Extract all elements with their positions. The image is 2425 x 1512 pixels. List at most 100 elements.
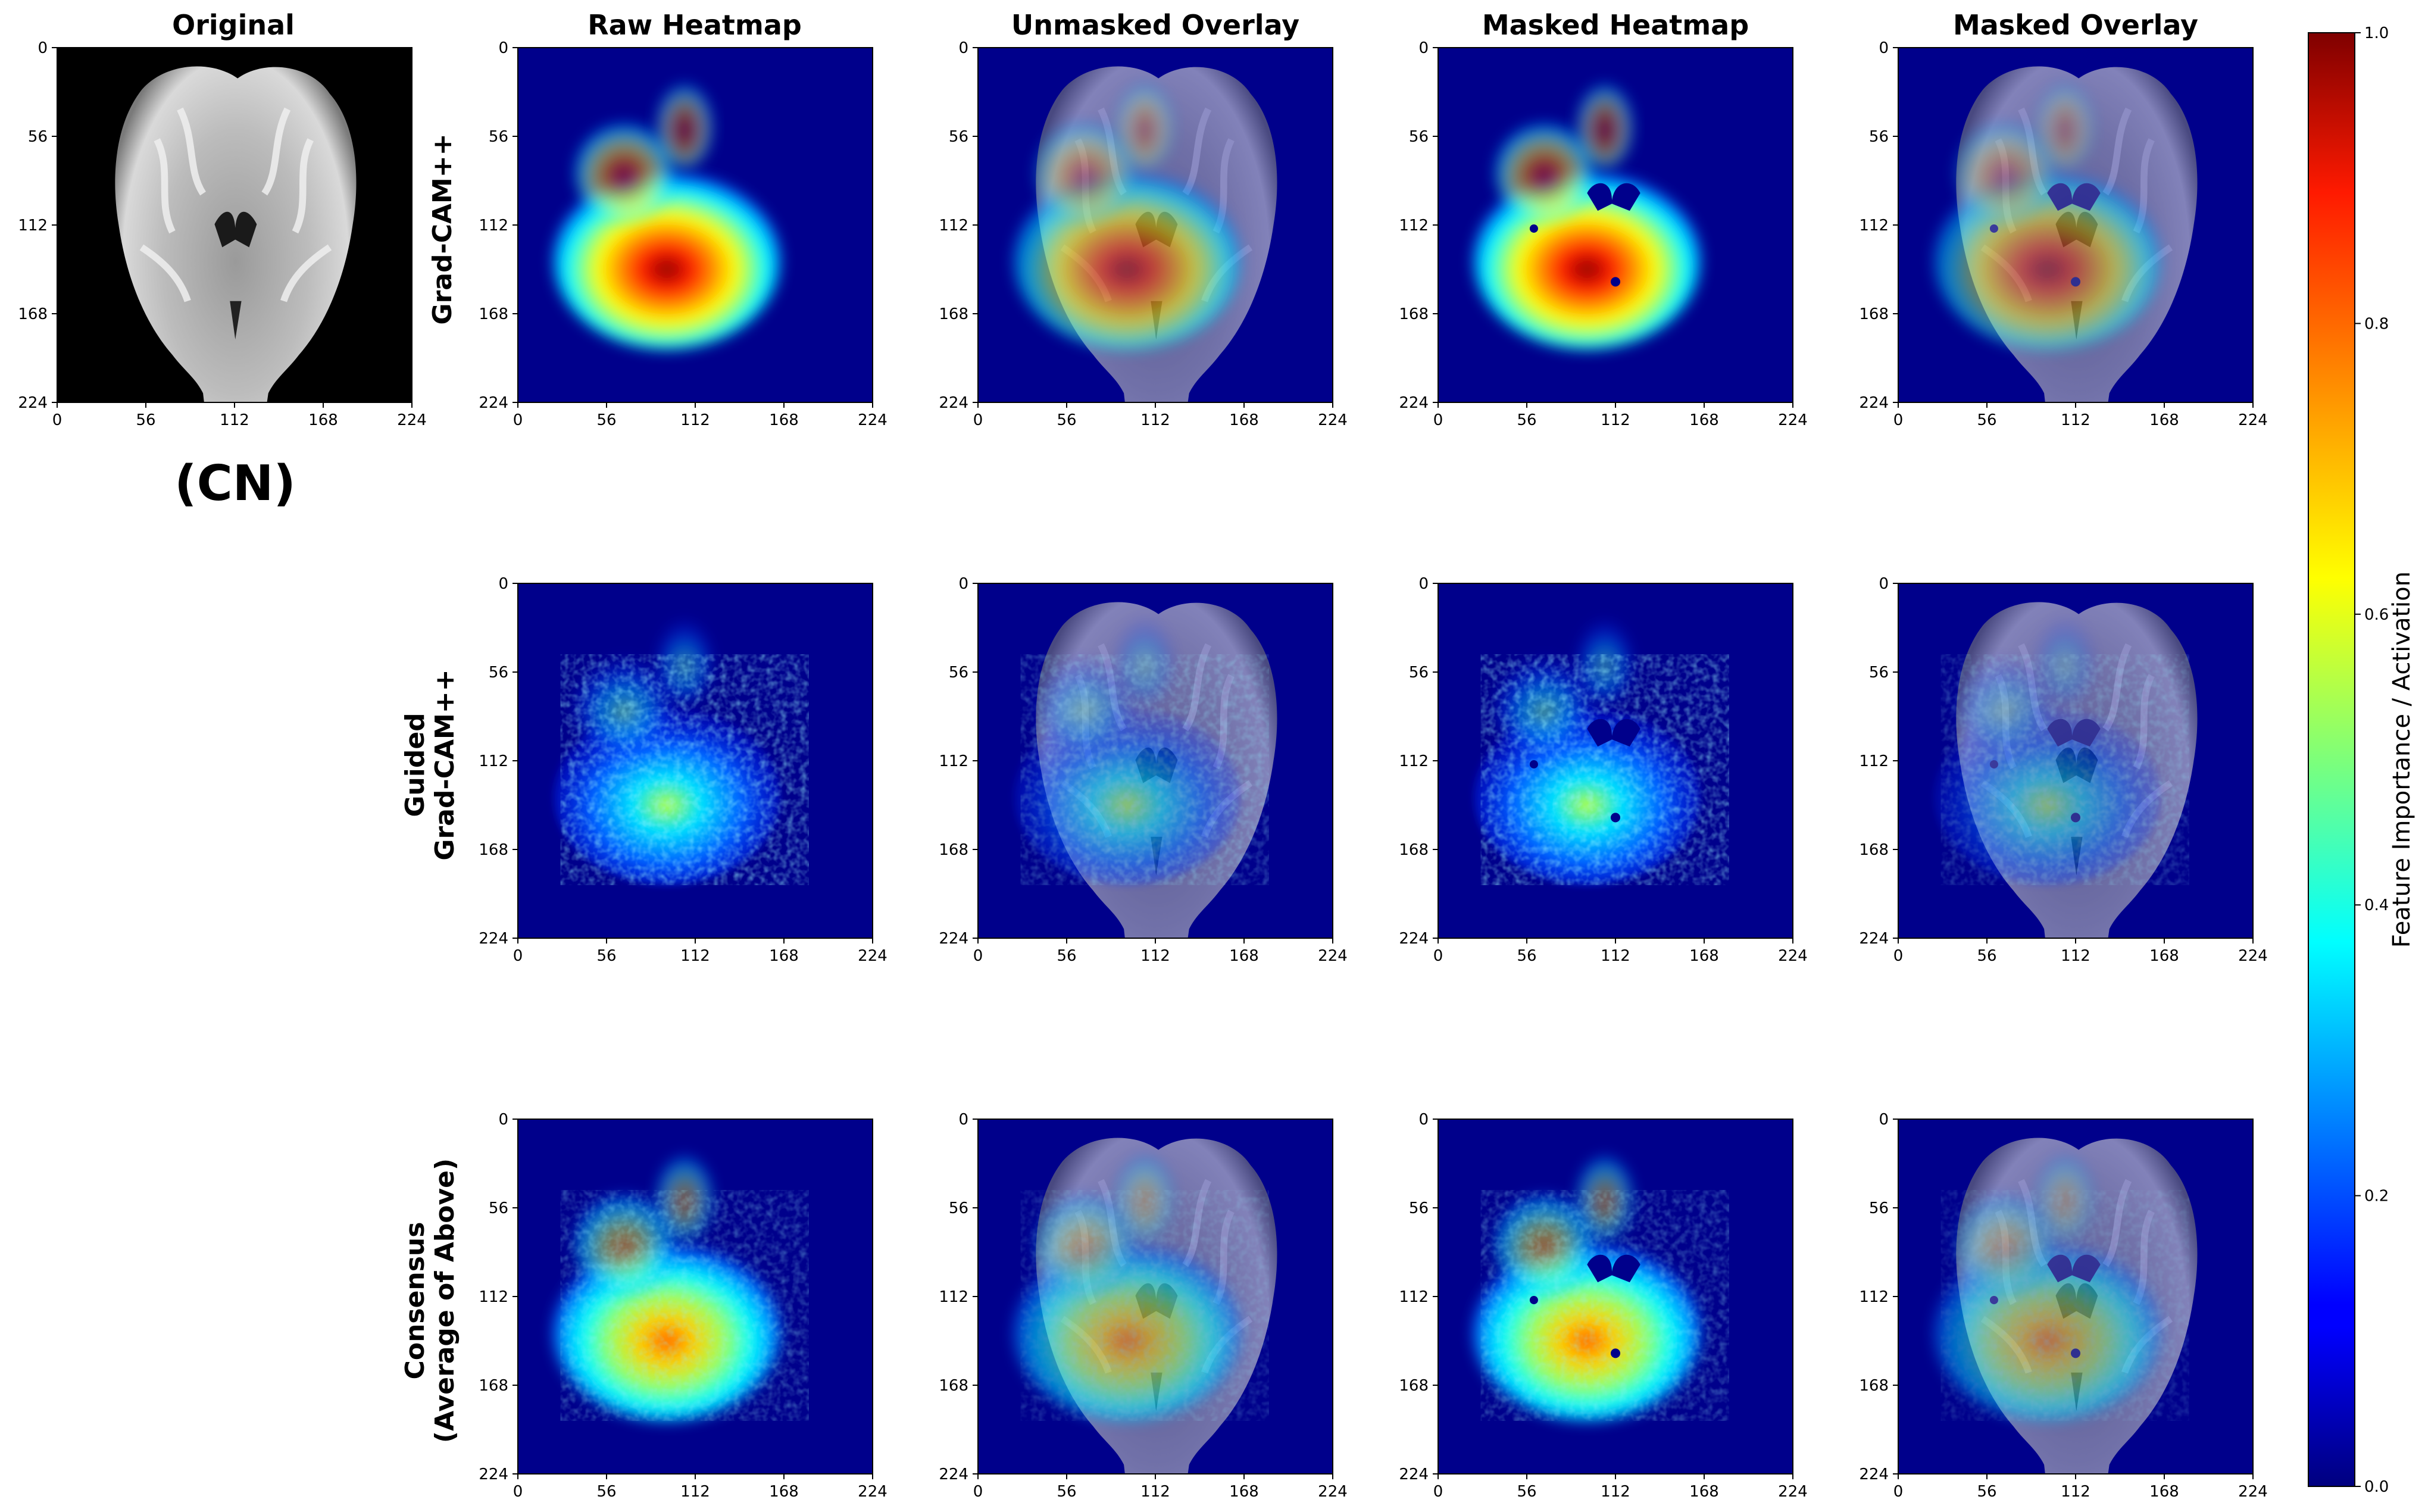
y-tick-label: 0 bbox=[38, 39, 48, 57]
x-tick-label: 56 bbox=[596, 411, 616, 429]
y-tick-label: 168 bbox=[1859, 1377, 1889, 1395]
colorbar-tick-label: 1.0 bbox=[2364, 24, 2389, 42]
x-tick-label: 56 bbox=[1517, 1483, 1536, 1501]
panel-r2-masked-overlay: 0 0 56 56 112 112 168 168 224 224 bbox=[1859, 575, 2267, 965]
x-tick-label: 0 bbox=[973, 1483, 983, 1501]
row-label-guided: Guided Grad-CAM++ bbox=[400, 669, 460, 860]
y-tick-label: 56 bbox=[1869, 1199, 1889, 1217]
y-tick-label: 224 bbox=[1859, 930, 1889, 948]
x-tick-label: 112 bbox=[2061, 947, 2090, 965]
y-tick-label: 112 bbox=[18, 217, 48, 235]
x-tick-label: 224 bbox=[397, 411, 427, 429]
y-tick-label: 224 bbox=[479, 930, 508, 948]
x-tick-label: 0 bbox=[1433, 411, 1443, 429]
x-tick-label: 0 bbox=[1893, 1483, 1904, 1501]
x-tick-label: 168 bbox=[769, 947, 799, 965]
colorbar-gradient bbox=[2308, 32, 2355, 1487]
heatmap-layer bbox=[553, 83, 781, 349]
panel-r2-unmasked-overlay: 0 0 56 56 112 112 168 168 224 224 bbox=[939, 575, 1348, 965]
y-tick-label: 224 bbox=[1859, 1466, 1889, 1483]
x-tick-label: 56 bbox=[1517, 411, 1536, 429]
x-tick-label: 112 bbox=[680, 1483, 710, 1501]
panel-r1-unmasked-overlay: 0 0 56 56 112 112 168 168 224 224 bbox=[939, 39, 1347, 429]
row-label-gradcampp: Grad-CAM++ bbox=[427, 133, 458, 324]
y-tick-label: 168 bbox=[18, 305, 48, 323]
panel-r1-original: 0 0 56 56 112 112 168 168 224 224 bbox=[18, 39, 427, 429]
x-tick-label: 224 bbox=[1318, 1483, 1348, 1501]
y-tick-label: 0 bbox=[498, 575, 508, 593]
x-tick-label: 0 bbox=[973, 411, 983, 429]
x-tick-label: 56 bbox=[596, 1483, 616, 1501]
svg-text:(Average of Above): (Average of Above) bbox=[430, 1158, 460, 1443]
x-tick-label: 112 bbox=[1140, 1483, 1170, 1501]
svg-text:Consensus: Consensus bbox=[400, 1222, 430, 1380]
colorbar-ticks: 0.0 0.2 0.4 0.6 0.8 1.0 bbox=[2355, 24, 2389, 1496]
y-tick-label: 224 bbox=[479, 1466, 508, 1483]
y-tick-label: 224 bbox=[18, 394, 48, 412]
panel-r2-masked-heatmap: 0 0 56 56 112 112 168 168 224 224 bbox=[1399, 575, 1807, 965]
y-tick-label: 0 bbox=[958, 39, 968, 57]
x-tick-label: 56 bbox=[1977, 411, 1996, 429]
x-tick-label: 168 bbox=[1229, 1483, 1259, 1501]
panel-r3-masked-heatmap: 0 0 56 56 112 112 168 168 224 224 bbox=[1399, 1111, 1807, 1501]
y-tick-label: 112 bbox=[939, 217, 968, 235]
svg-text:Grad-CAM++: Grad-CAM++ bbox=[430, 669, 460, 860]
x-tick-label: 224 bbox=[1778, 947, 1808, 965]
heatmap-layer bbox=[1473, 1154, 1729, 1421]
x-tick-label: 56 bbox=[1977, 947, 1996, 965]
y-tick-label: 0 bbox=[958, 1111, 968, 1129]
x-tick-label: 168 bbox=[1689, 411, 1719, 429]
y-tick-label: 224 bbox=[1399, 1466, 1429, 1483]
heatmap-layer bbox=[1933, 618, 2189, 885]
heatmap-layer bbox=[1013, 618, 1269, 885]
y-tick-label: 0 bbox=[1879, 39, 1889, 57]
heatmap-layer bbox=[553, 1154, 809, 1421]
x-tick-label: 0 bbox=[1433, 1483, 1443, 1501]
x-tick-label: 0 bbox=[513, 411, 523, 429]
x-tick-label: 224 bbox=[1318, 947, 1348, 965]
x-tick-label: 56 bbox=[1517, 947, 1536, 965]
y-tick-label: 224 bbox=[939, 930, 968, 948]
y-tick-label: 168 bbox=[1399, 841, 1429, 859]
x-tick-label: 168 bbox=[308, 411, 338, 429]
colorbar: 0.0 0.2 0.4 0.6 0.8 1.0 Feature Importance / … bbox=[2308, 24, 2415, 1496]
x-tick-label: 56 bbox=[596, 947, 616, 965]
y-tick-label: 56 bbox=[949, 128, 968, 146]
heatmap-layer bbox=[1013, 1154, 1269, 1421]
x-tick-label: 168 bbox=[2149, 411, 2179, 429]
y-tick-label: 0 bbox=[1418, 575, 1429, 593]
y-tick-label: 0 bbox=[498, 39, 508, 57]
x-tick-label: 224 bbox=[1778, 411, 1808, 429]
panel-r3-raw-heatmap: 0 0 56 56 112 112 168 168 224 224 bbox=[479, 1111, 887, 1501]
column-title-unmasked-overlay: Unmasked Overlay bbox=[1011, 9, 1299, 41]
x-tick-label: 112 bbox=[1140, 947, 1170, 965]
column-title-raw-heatmap: Raw Heatmap bbox=[588, 9, 802, 41]
x-tick-label: 168 bbox=[769, 411, 799, 429]
x-tick-label: 112 bbox=[680, 947, 710, 965]
y-tick-label: 0 bbox=[1418, 39, 1429, 57]
y-tick-label: 224 bbox=[479, 394, 508, 412]
y-tick-label: 56 bbox=[489, 128, 508, 146]
colorbar-tick-label: 0.2 bbox=[2364, 1188, 2389, 1205]
x-tick-label: 168 bbox=[2149, 1483, 2179, 1501]
x-tick-label: 0 bbox=[52, 411, 62, 429]
column-title-original: Original bbox=[172, 9, 295, 41]
y-tick-label: 112 bbox=[1399, 217, 1429, 235]
x-tick-label: 0 bbox=[513, 947, 523, 965]
x-tick-label: 112 bbox=[2061, 1483, 2090, 1501]
x-tick-label: 0 bbox=[1893, 947, 1904, 965]
y-tick-label: 112 bbox=[479, 752, 508, 770]
x-tick-label: 168 bbox=[1689, 947, 1719, 965]
y-tick-label: 224 bbox=[1859, 394, 1889, 412]
colorbar-tick-label: 0.4 bbox=[2364, 896, 2389, 914]
y-tick-label: 224 bbox=[1399, 930, 1429, 948]
y-tick-label: 112 bbox=[939, 752, 968, 770]
y-tick-label: 224 bbox=[939, 1466, 968, 1483]
class-label: (CN) bbox=[174, 455, 296, 512]
y-tick-label: 168 bbox=[939, 1377, 968, 1395]
y-tick-label: 224 bbox=[939, 394, 968, 412]
y-tick-label: 168 bbox=[479, 841, 508, 859]
x-tick-label: 0 bbox=[973, 947, 983, 965]
heatmap-layer bbox=[1473, 618, 1729, 885]
